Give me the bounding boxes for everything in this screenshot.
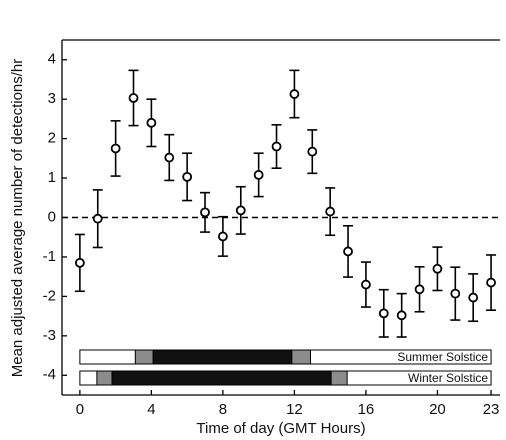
point (486, 277, 496, 288)
point (271, 141, 282, 152)
x-tick-label: 16 (358, 401, 375, 418)
point (307, 146, 318, 157)
twilight-segment (291, 349, 311, 365)
y-tick-label: -3 (43, 327, 56, 344)
y-tick-label: 0 (48, 208, 56, 225)
y-tick-label: 2 (48, 130, 56, 147)
x-tick-label: 0 (76, 401, 84, 418)
point (200, 207, 210, 218)
twilight-segment (330, 370, 348, 386)
y-tick-label: 3 (48, 90, 56, 107)
point (128, 93, 139, 103)
band-label: Winter Solstice (408, 371, 488, 385)
point (235, 205, 246, 216)
y-tick-label: 1 (48, 169, 56, 186)
point (468, 292, 479, 303)
y-axis-label: Mean adjusted average number of detectio… (9, 59, 26, 378)
point (92, 213, 103, 224)
point (217, 231, 228, 242)
point (146, 117, 157, 128)
x-tick-label: 4 (147, 401, 155, 418)
y-tick-label: -1 (43, 248, 56, 265)
point (343, 246, 353, 257)
band-label: Summer Solstice (397, 350, 488, 364)
y-tick-label: -2 (43, 287, 56, 304)
point (289, 89, 300, 99)
x-axis-label: Time of day (GMT Hours) (196, 420, 365, 437)
point (450, 288, 461, 299)
point (110, 143, 121, 154)
point (396, 310, 407, 321)
y-tick-label: -4 (43, 366, 56, 383)
point (361, 279, 371, 290)
point (164, 152, 175, 163)
twilight-segment (96, 370, 113, 386)
twilight-segment (134, 349, 154, 365)
x-tick-label: 8 (219, 401, 227, 418)
point (253, 169, 264, 180)
point (432, 263, 443, 274)
point (74, 257, 85, 268)
x-tick-label: 12 (286, 401, 303, 418)
x-tick-label: 20 (429, 401, 446, 418)
point (378, 308, 389, 319)
night-segment (111, 370, 332, 386)
point (414, 284, 425, 295)
night-segment (152, 349, 293, 365)
x-tick-label: 23 (483, 401, 500, 418)
point (325, 206, 336, 217)
point (182, 171, 193, 182)
y-tick-label: 4 (48, 51, 56, 68)
